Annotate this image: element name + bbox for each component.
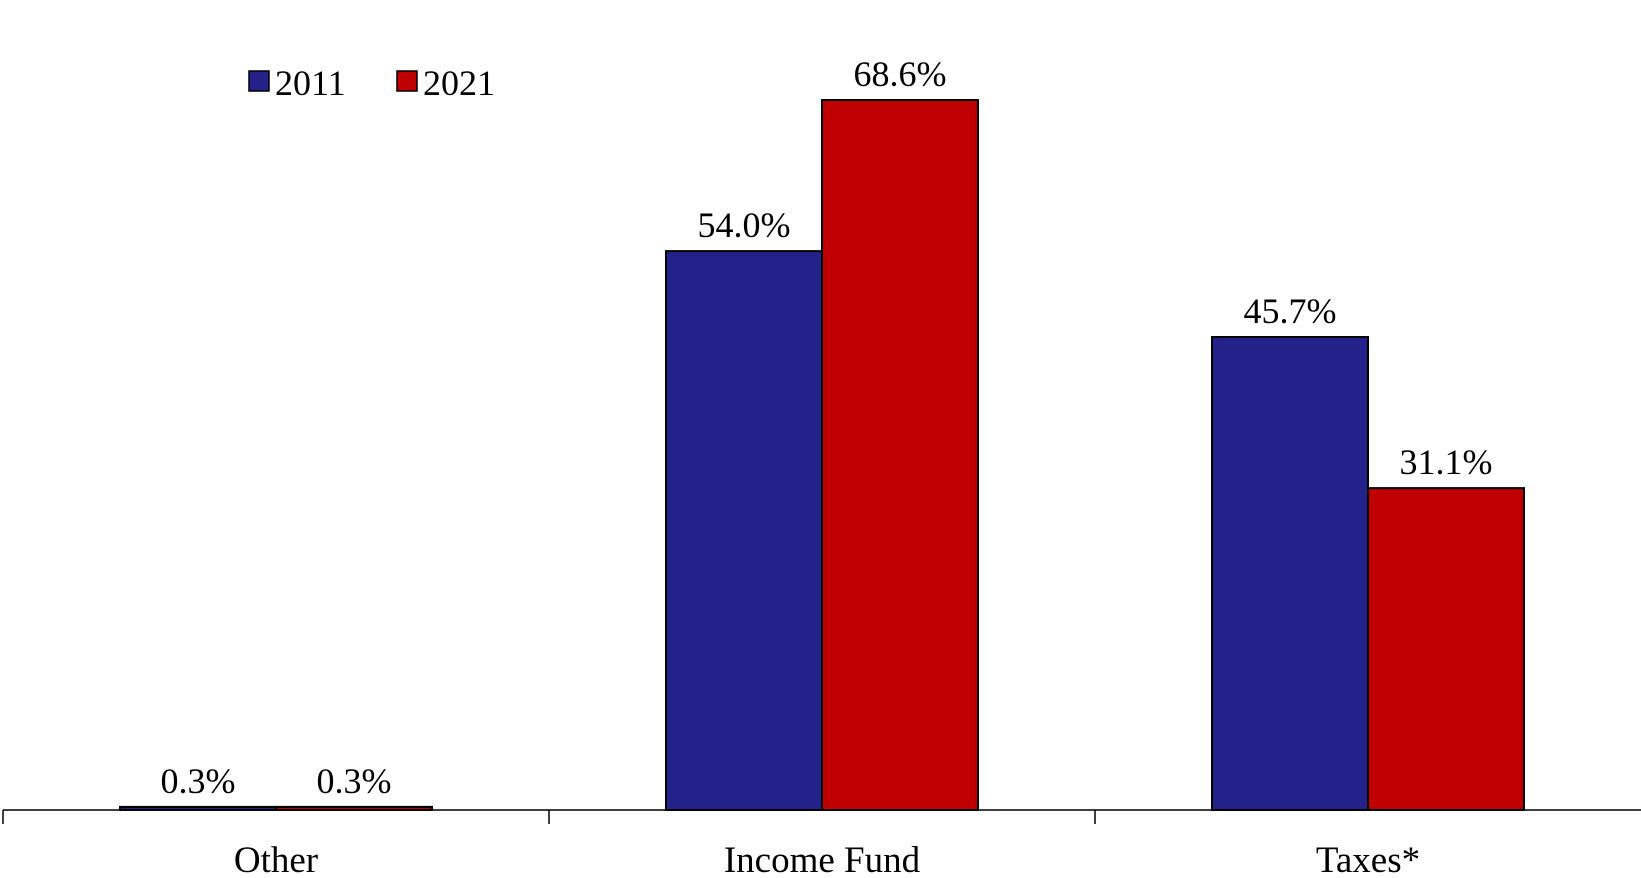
bar-income-fund-2011 — [665, 250, 823, 812]
x-axis: Other Income Fund Taxes* — [2, 809, 1641, 878]
legend-swatch-2011 — [248, 70, 270, 92]
bar-taxes-2021 — [1367, 487, 1525, 811]
bar-income-fund-2021 — [821, 98, 979, 812]
data-label-taxes-2021: 31.1% — [1400, 442, 1493, 482]
category-label-other: Other — [234, 840, 318, 878]
data-label-other-2021: 0.3% — [317, 761, 392, 801]
category-label-taxes: Taxes* — [1316, 840, 1420, 878]
data-label-other-2011: 0.3% — [161, 761, 236, 801]
bar-taxes-2011 — [1211, 336, 1369, 811]
data-labels-layer: 0.3% 0.3% 54.0% 68.6% 45.7% 31.1% — [161, 54, 1493, 801]
legend-label-2021: 2021 — [423, 63, 495, 103]
data-label-income-fund-2011: 54.0% — [698, 205, 791, 245]
legend: 2011 2021 — [248, 63, 495, 103]
data-label-taxes-2011: 45.7% — [1244, 291, 1337, 331]
category-label-income-fund: Income Fund — [724, 840, 921, 878]
data-label-income-fund-2021: 68.6% — [854, 54, 947, 94]
bars-layer — [119, 98, 1525, 812]
legend-swatch-2021 — [396, 70, 418, 92]
legend-label-2011: 2011 — [275, 63, 346, 103]
